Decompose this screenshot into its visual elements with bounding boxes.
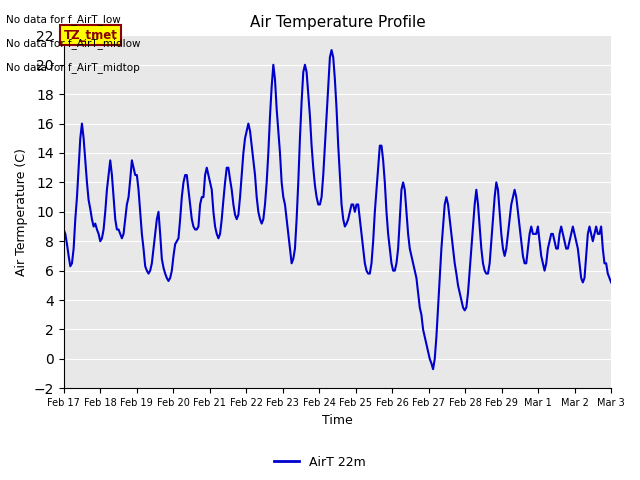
Y-axis label: Air Termperature (C): Air Termperature (C) [15,148,28,276]
Text: TZ_tmet: TZ_tmet [63,29,118,42]
Title: Air Temperature Profile: Air Temperature Profile [250,15,425,30]
Text: No data for f_AirT_low: No data for f_AirT_low [6,14,121,25]
Legend: AirT 22m: AirT 22m [269,451,371,474]
Text: No data for f_AirT_midlow: No data for f_AirT_midlow [6,38,141,49]
Text: No data for f_AirT_midtop: No data for f_AirT_midtop [6,62,140,73]
X-axis label: Time: Time [322,414,353,427]
